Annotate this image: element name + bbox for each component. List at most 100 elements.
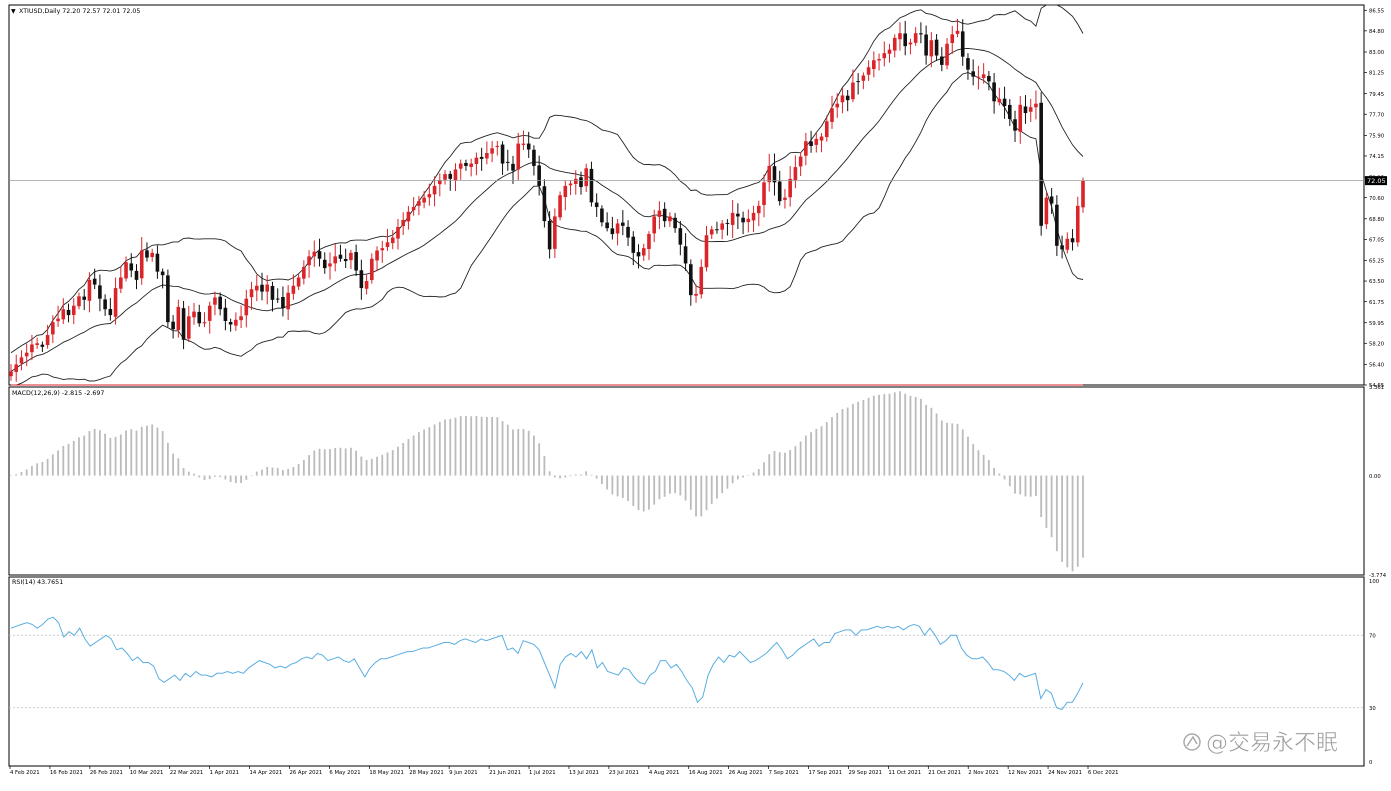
date-tick-label: 29 Sep 2021 xyxy=(848,770,882,776)
candle-body xyxy=(1039,102,1043,226)
candle-body xyxy=(343,258,348,262)
macd-histogram-bar xyxy=(893,392,896,476)
macd-histogram-bar xyxy=(271,467,274,476)
macd-histogram-bar xyxy=(998,473,1001,476)
date-tick-label: 12 Nov 2021 xyxy=(1008,770,1042,776)
macd-histogram-bar xyxy=(365,459,368,476)
candle-body xyxy=(741,217,745,223)
candle-body xyxy=(1013,119,1017,131)
candle-body xyxy=(61,309,66,320)
macd-histogram-bar xyxy=(946,422,948,476)
macd-histogram-bar xyxy=(360,456,363,476)
candle-body xyxy=(458,163,463,169)
macd-histogram-bar xyxy=(1024,475,1027,497)
macd-histogram-bar xyxy=(841,409,844,476)
macd-histogram-bar xyxy=(825,422,828,476)
macd-histogram-bar xyxy=(20,472,23,476)
macd-histogram-bar xyxy=(752,472,755,476)
rsi-panel-header: RSI(14) 43.7651 xyxy=(12,579,63,586)
candle-body xyxy=(56,318,60,322)
candle-body xyxy=(296,277,301,287)
macd-histogram-bar xyxy=(538,443,541,476)
rsi-panel-frame xyxy=(8,576,1365,767)
candle-body xyxy=(678,228,683,245)
candle-body xyxy=(929,40,934,57)
macd-histogram-bar xyxy=(438,421,441,476)
macd-histogram-bar xyxy=(104,433,107,476)
candle-body xyxy=(610,228,615,235)
candle-body xyxy=(349,252,353,261)
current-price-label: 72.05 xyxy=(1367,177,1386,185)
macd-histogram-bar xyxy=(789,450,792,476)
macd-histogram-bar xyxy=(198,475,201,478)
macd-histogram-bar xyxy=(287,469,290,476)
candle-body xyxy=(997,98,1002,103)
candle-body xyxy=(940,56,944,65)
candle-body xyxy=(736,213,740,217)
bollinger-upper-band xyxy=(10,4,1084,354)
candle-body xyxy=(657,210,662,217)
candle-body xyxy=(207,305,212,321)
candle-body xyxy=(396,227,400,239)
date-tick-label: 21 Jun 2021 xyxy=(489,770,521,776)
macd-histogram-bar xyxy=(616,475,619,497)
candle-body xyxy=(1060,245,1064,250)
date-tick-label: 26 Apr 2021 xyxy=(289,770,322,776)
macd-histogram-bar xyxy=(757,469,760,476)
date-tick-label: 14 Apr 2021 xyxy=(250,770,283,776)
candle-body xyxy=(307,256,311,266)
macd-histogram-bar xyxy=(72,440,75,476)
candle-body xyxy=(275,298,280,300)
symbol-marker[interactable]: ▼ xyxy=(11,8,16,15)
candle-body xyxy=(647,234,651,249)
candle-body xyxy=(877,59,881,61)
candle-body xyxy=(385,242,390,247)
macd-histogram-bar xyxy=(276,467,279,476)
macd-histogram-bar xyxy=(595,475,598,479)
macd-histogram-bar xyxy=(684,475,687,501)
macd-histogram-bar xyxy=(1045,475,1048,529)
macd-histogram-bar xyxy=(846,407,849,476)
candle-body xyxy=(553,216,557,249)
macd-histogram-bar xyxy=(700,475,703,517)
candle-body xyxy=(788,178,792,198)
macd-histogram-bar xyxy=(1082,475,1084,558)
candle-body xyxy=(1055,204,1059,246)
candle-body xyxy=(746,218,751,223)
candle-body xyxy=(1044,197,1049,225)
candle-body xyxy=(1049,196,1054,204)
candle-body xyxy=(804,141,808,156)
macd-histogram-bar xyxy=(376,456,378,476)
date-tick-label: 1 Jul 2021 xyxy=(529,770,556,776)
candle-body xyxy=(709,229,714,235)
candle-body xyxy=(181,308,186,340)
macd-histogram-bar xyxy=(574,474,577,476)
macd-histogram-bar xyxy=(475,416,478,476)
candle-body xyxy=(851,82,855,100)
candle-body xyxy=(103,299,107,310)
candle-body xyxy=(594,202,599,208)
candle-body xyxy=(976,76,981,78)
macd-histogram-bar xyxy=(674,475,677,494)
macd-histogram-bar xyxy=(78,437,80,476)
macd-histogram-bar xyxy=(51,454,54,476)
macd-histogram-bar xyxy=(564,475,567,478)
macd-histogram-bar xyxy=(721,475,724,494)
candle-body xyxy=(1002,98,1007,107)
candle-body xyxy=(992,82,996,102)
price-tick-label: 74.15 xyxy=(1369,154,1384,160)
macd-histogram-bar xyxy=(852,404,854,476)
macd-histogram-bar xyxy=(663,475,666,497)
date-tick-label: 7 Sep 2021 xyxy=(769,770,799,776)
macd-histogram-bar xyxy=(93,428,96,476)
date-tick-label: 6 May 2021 xyxy=(329,770,360,776)
candle-body xyxy=(814,138,819,145)
candle-body xyxy=(756,205,761,214)
candle-body xyxy=(155,253,160,272)
price-tick-label: 65.25 xyxy=(1369,259,1384,265)
candle-body xyxy=(291,285,296,294)
candle-body xyxy=(960,31,965,57)
macd-histogram-bar xyxy=(768,454,771,476)
candle-body xyxy=(819,136,824,141)
bollinger-lower-band xyxy=(11,72,1084,386)
